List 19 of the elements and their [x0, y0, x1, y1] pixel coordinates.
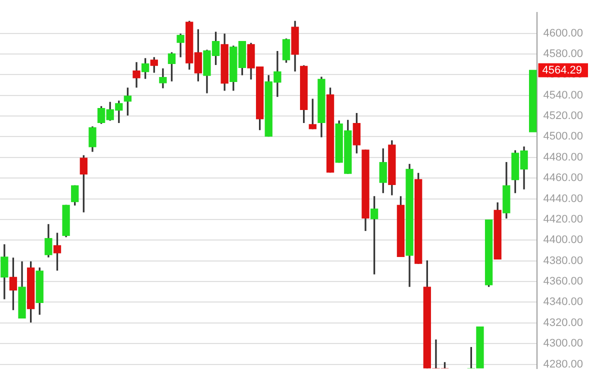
text: 4564.29 — [542, 64, 582, 76]
y-tick-label: 4380.00 — [543, 254, 584, 267]
y-tick-label: 4500.00 — [543, 130, 584, 143]
y-tick-label: 4480.00 — [543, 151, 584, 164]
y-tick-label: 4580.00 — [543, 48, 584, 60]
y-tick-label: 4400.00 — [543, 234, 584, 246]
y-tick-label: 4460.00 — [543, 172, 584, 184]
y-tick-label: 4440.00 — [543, 192, 584, 205]
y-tick-label: 4340.00 — [543, 296, 584, 308]
y-tick-label: 4320.00 — [543, 316, 584, 329]
y-tick-label: 4300.00 — [543, 338, 584, 350]
candlestick — [476, 326, 484, 368]
y-tick-label: 4420.00 — [543, 213, 584, 226]
candlestick — [529, 70, 537, 132]
y-tick-label: 4360.00 — [543, 276, 584, 288]
y-tick-label: 4540.00 — [543, 89, 584, 102]
y-tick-label: 4280.00 — [543, 358, 584, 370]
y-tick-label: 4520.00 — [543, 110, 584, 122]
y-tick-label: 4600.00 — [543, 27, 584, 40]
